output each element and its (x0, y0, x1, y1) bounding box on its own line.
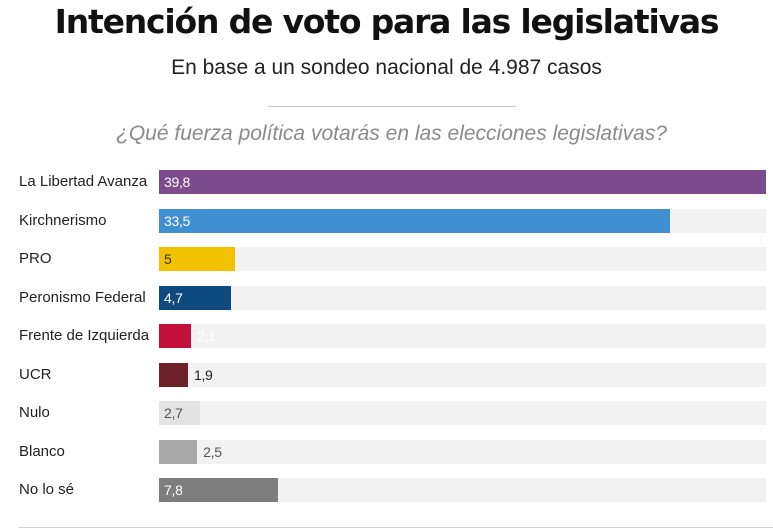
value-label: 5 (164, 251, 172, 267)
bar (159, 170, 766, 194)
divider (268, 106, 516, 107)
bar (159, 363, 188, 387)
bar-track (159, 401, 766, 425)
bar (159, 478, 278, 502)
value-label: 4,7 (164, 290, 183, 306)
category-label: PRO (19, 250, 52, 267)
bar (159, 440, 198, 464)
bar (159, 209, 670, 233)
bar-track (159, 324, 766, 348)
category-label: UCR (19, 366, 52, 383)
category-label: Kirchnerismo (19, 212, 107, 229)
category-label: Nulo (19, 404, 50, 421)
bar (159, 286, 231, 310)
category-label: Blanco (19, 443, 65, 460)
category-label: Frente de Izquierda (19, 327, 150, 344)
value-label: 39,8 (164, 174, 191, 190)
chart-title: Intención de voto para las legislativas (54, 2, 720, 41)
value-label: 1,9 (193, 367, 213, 383)
bottom-divider (18, 527, 773, 528)
value-label: 2,7 (164, 405, 183, 421)
value-label: 33,5 (164, 213, 191, 229)
bar-track (159, 286, 766, 310)
category-label: Peronismo Federal (19, 289, 146, 306)
bar-track (159, 440, 766, 464)
category-label: La Libertad Avanza (19, 173, 148, 190)
bar (159, 324, 192, 348)
bar (159, 247, 236, 271)
bar-track (159, 247, 766, 271)
category-label: No lo sé (19, 481, 75, 498)
value-label: 2,1 (197, 328, 216, 344)
survey-question: ¿Qué fuerza política votarás en las elec… (116, 122, 667, 145)
bar-track (159, 363, 766, 387)
bar (159, 401, 201, 425)
chart-subtitle: En base a un sondeo nacional de 4.987 ca… (171, 56, 602, 79)
value-label: 7,8 (164, 482, 183, 498)
value-label: 2,5 (203, 444, 222, 460)
